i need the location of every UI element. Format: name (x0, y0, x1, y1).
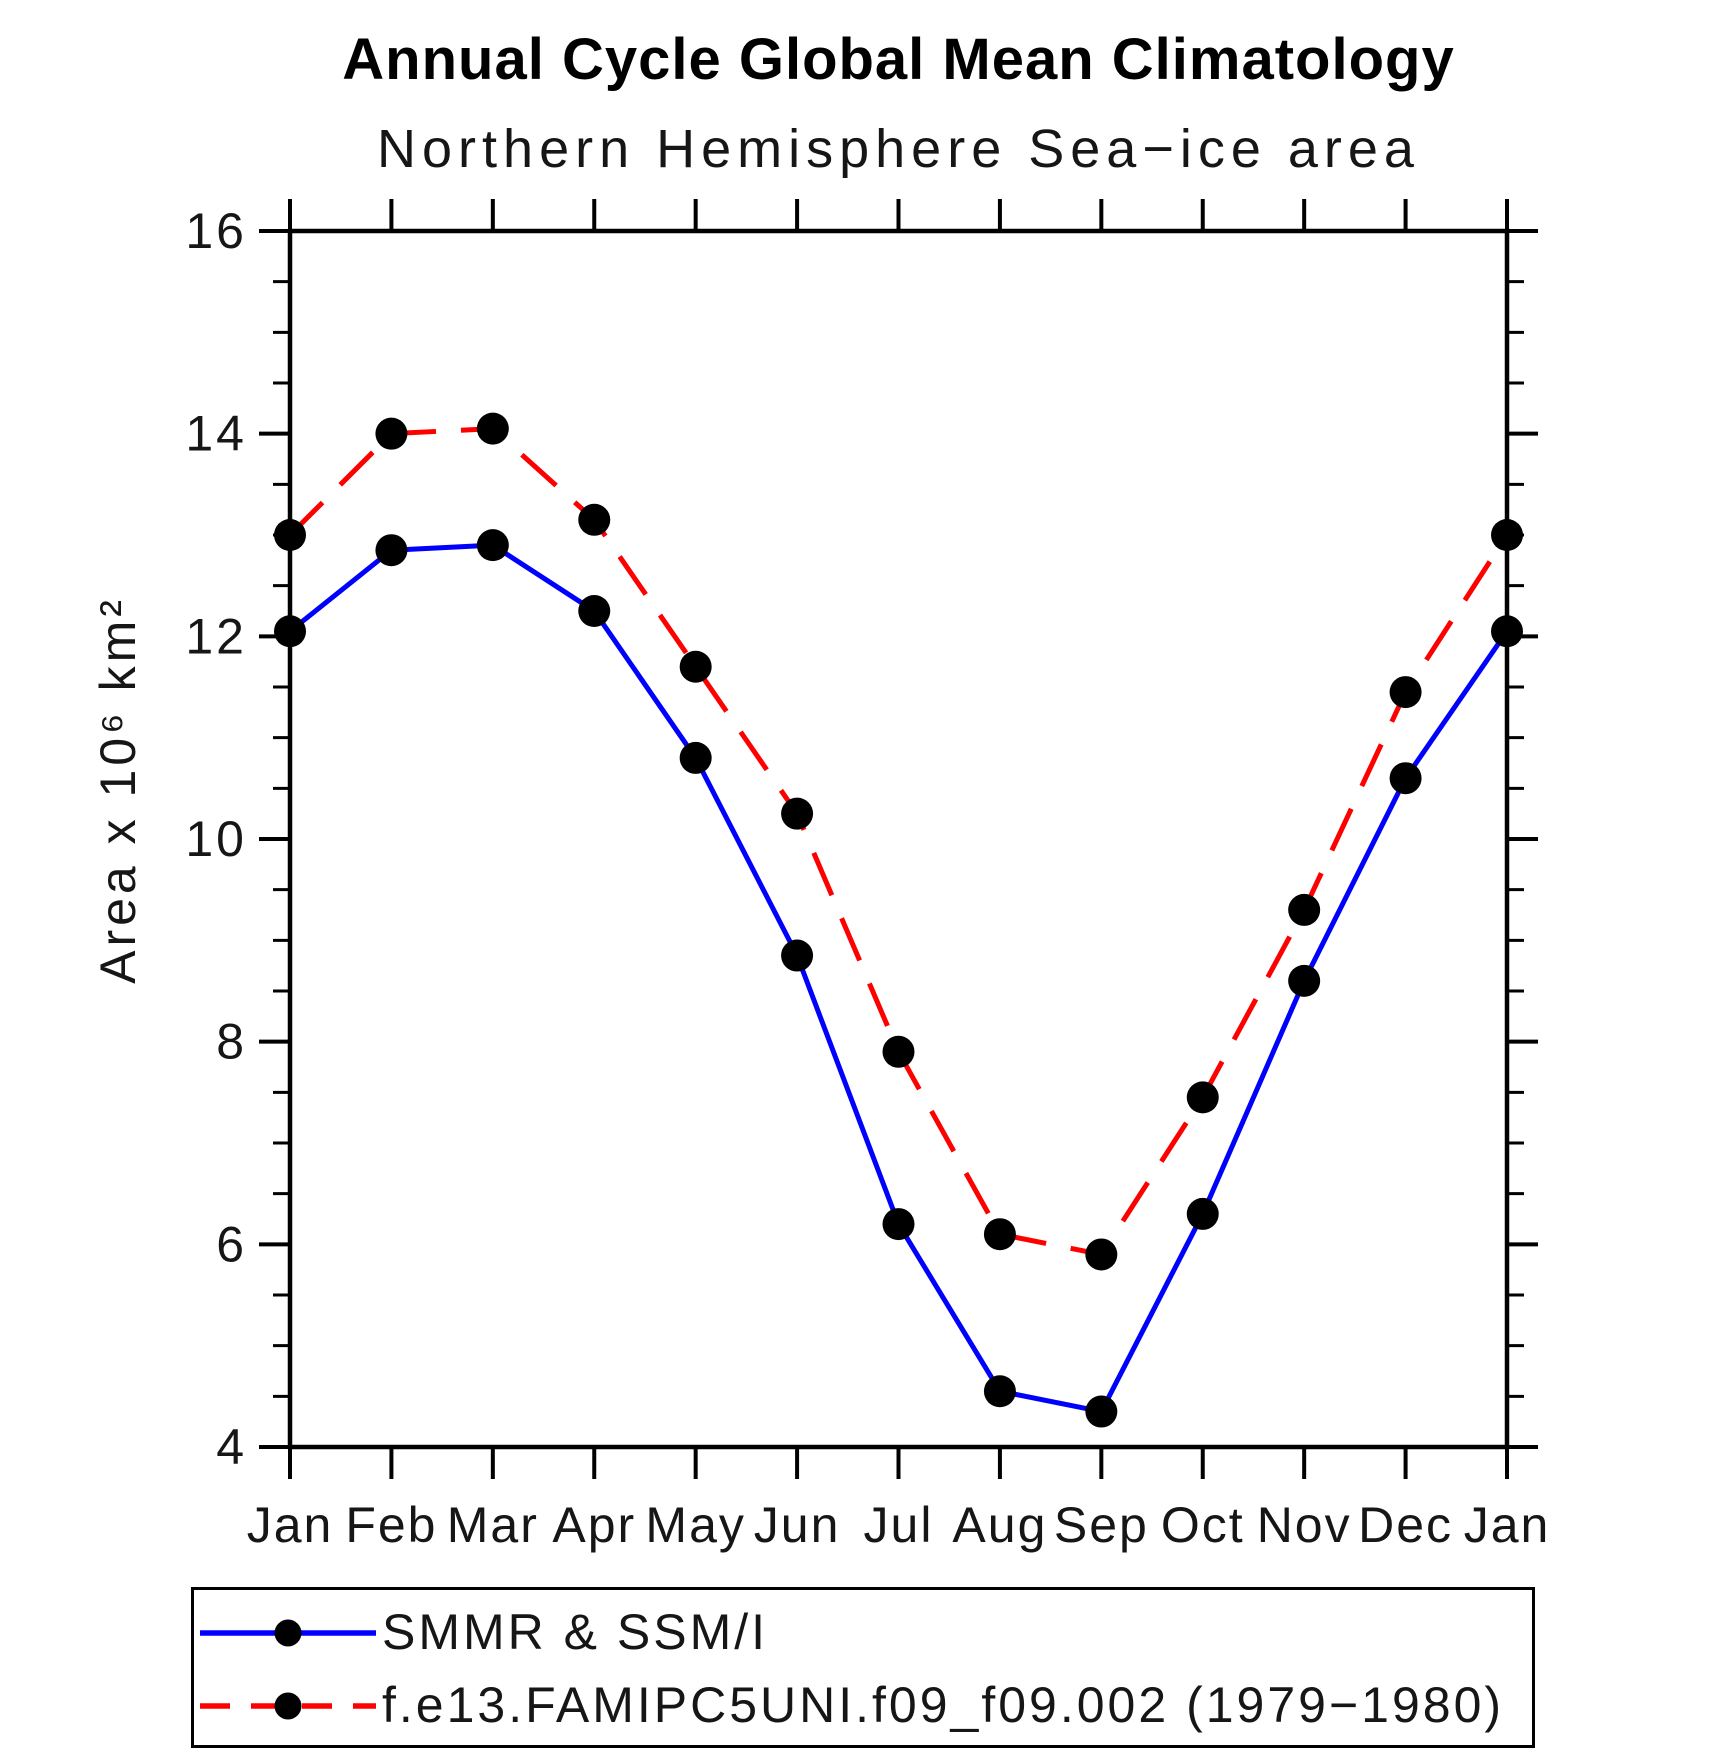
data-point (578, 503, 611, 536)
x-tick-label: Feb (345, 1497, 437, 1553)
x-tick-label: Jan (1464, 1497, 1551, 1553)
page-title: Annual Cycle Global Mean Climatology (342, 27, 1455, 92)
series-line-2 (288, 426, 1510, 1257)
data-point (1389, 762, 1422, 795)
data-point (781, 939, 814, 972)
x-tick-label: Dec (1358, 1497, 1453, 1553)
x-tick-label: May (645, 1497, 745, 1553)
x-tick-label: Aug (952, 1497, 1047, 1553)
legend-label: f.e13.FAMIPC5UNI.f09_f09.002 (1979−1980) (382, 1677, 1504, 1733)
data-point (476, 529, 509, 562)
x-tick-label: Mar (447, 1497, 539, 1553)
x-tick-label: Jan (247, 1497, 334, 1553)
data-point (1186, 1197, 1219, 1230)
data-point (1085, 1238, 1118, 1271)
data-point (1085, 1395, 1118, 1428)
data-point (375, 534, 408, 567)
data-point (1288, 893, 1321, 926)
y-tick-label: 6 (216, 1216, 247, 1272)
data-point (983, 1375, 1016, 1408)
legend-sample-marker (274, 1692, 302, 1720)
data-point (1389, 676, 1422, 709)
data-point (274, 519, 306, 551)
legend-label: SMMR & SSM/I (382, 1604, 768, 1660)
legend-sample-marker (274, 1619, 302, 1647)
y-tick-label: 4 (216, 1419, 247, 1475)
legend-box (191, 1587, 1535, 1748)
chart-subtitle: Northern Hemisphere Sea−ice area (377, 119, 1420, 179)
data-point (983, 1218, 1016, 1251)
data-point (1186, 1081, 1219, 1114)
data-point (679, 650, 712, 683)
data-point (375, 417, 408, 450)
y-tick-label: 14 (185, 406, 247, 462)
data-point (1288, 964, 1321, 997)
x-tick-label: Oct (1161, 1497, 1245, 1553)
y-tick-label: 12 (185, 608, 247, 664)
data-point (476, 412, 509, 445)
data-point (781, 797, 814, 830)
data-point (1491, 519, 1523, 551)
y-tick-label: 16 (185, 203, 247, 259)
data-point (882, 1208, 915, 1241)
x-tick-label: Nov (1257, 1497, 1352, 1553)
y-tick-label: 10 (185, 811, 247, 867)
plot-border (287, 228, 1510, 1450)
y-tick-label: 8 (216, 1014, 247, 1070)
data-point (679, 741, 712, 774)
series-line-1 (288, 542, 1510, 1415)
x-tick-label: Jul (864, 1497, 934, 1553)
data-point (882, 1035, 915, 1068)
x-tick-label: Apr (552, 1497, 636, 1553)
data-point (578, 595, 611, 627)
data-point (274, 615, 306, 648)
data-point (1491, 615, 1523, 648)
x-tick-label: Sep (1054, 1497, 1149, 1553)
x-tick-label: Jun (754, 1497, 841, 1553)
